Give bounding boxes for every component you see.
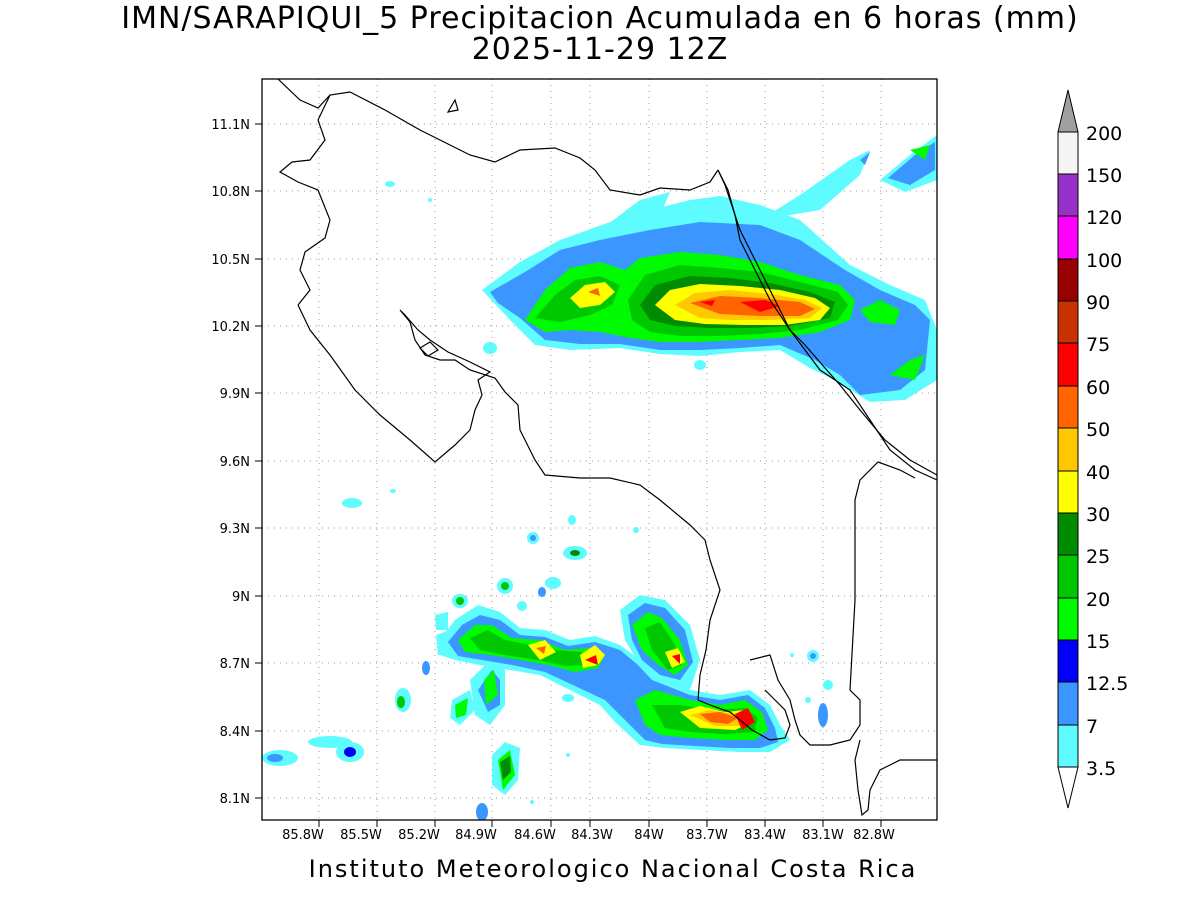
colorbar-label: 12.5: [1086, 673, 1128, 695]
lon-tick-label: 85.2W: [398, 828, 440, 843]
plot-frame: [261, 78, 938, 821]
colorbar-label: 50: [1086, 419, 1110, 441]
panama-border: [749, 461, 916, 746]
colorbar-label: 150: [1086, 165, 1122, 187]
footer-institution: Instituto Meteorologico Nacional Costa R…: [308, 855, 918, 883]
lat-tick-label: 10.8N: [211, 185, 250, 200]
panama-coast: [854, 739, 937, 817]
lat-tick-label: 9N: [232, 590, 250, 605]
lon-axis: 85.8W 85.5W 85.2W 84.9W 84.6W 84.3W 84W …: [282, 820, 895, 843]
lon-tick-label: 85.5W: [340, 828, 382, 843]
lat-tick-label: 9.3N: [220, 522, 250, 537]
colorbar-label: 200: [1086, 123, 1122, 145]
small-island: [446, 98, 459, 113]
lake-island: [419, 341, 439, 357]
colorbar-label: 7: [1086, 716, 1098, 738]
precip-south-band: [435, 595, 790, 795]
lat-tick-label: 9.9N: [220, 387, 250, 402]
lon-tick-label: 84.9W: [455, 828, 497, 843]
lon-tick-label: 84W: [634, 828, 664, 843]
lon-tick-label: 83.4W: [744, 828, 786, 843]
lat-tick-label: 10.5N: [211, 253, 250, 268]
colorbar-label: 15: [1086, 631, 1110, 653]
colorbar-labels: 200 150 120 100 90 75 60 50 40 30 25 20 …: [1086, 123, 1128, 780]
map-date: 2025-11-29 12Z: [471, 32, 729, 67]
osa-coast: [697, 689, 791, 741]
lon-tick-label: 82.8W: [853, 828, 895, 843]
coastlines: [277, 79, 937, 817]
lat-tick-label: 11.1N: [211, 118, 250, 133]
lat-tick-label: 9.6N: [220, 455, 250, 470]
colorbar-bottom-arrow: [1057, 766, 1079, 809]
nicaragua-coast-2: [278, 94, 331, 306]
colorbar-label: 40: [1086, 462, 1110, 484]
lon-tick-label: 83.7W: [686, 828, 728, 843]
lat-axis: 11.1N 10.8N 10.5N 10.2N 9.9N 9.6N 9.3N 9…: [211, 118, 262, 807]
lat-tick-label: 8.4N: [220, 725, 250, 740]
precipitation-fields: [262, 135, 937, 820]
colorbar-label: 120: [1086, 207, 1122, 229]
lat-tick-label: 8.1N: [220, 792, 250, 807]
precip-scattered-cells: [262, 181, 833, 820]
colorbar-label: 60: [1086, 377, 1110, 399]
map-title: IMN/SARAPIQUI_5 Precipitacion Acumulada …: [121, 1, 1079, 36]
lon-tick-label: 84.3W: [571, 828, 613, 843]
colorbar-label: 75: [1086, 334, 1110, 356]
colorbar-top-arrow: [1057, 89, 1079, 133]
colorbar-label: 20: [1086, 589, 1110, 611]
nicaragua-coast: [277, 79, 719, 196]
lon-tick-label: 85.8W: [282, 828, 324, 843]
lon-tick-label: 84.6W: [514, 828, 556, 843]
nicoya-coast: [297, 304, 721, 701]
colorbar: [1057, 89, 1079, 809]
lat-tick-label: 8.7N: [220, 657, 250, 672]
colorbar-label: 100: [1086, 250, 1122, 272]
lat-tick-label: 10.2N: [211, 320, 250, 335]
precip-north-band: [482, 135, 937, 402]
colorbar-label: 90: [1086, 292, 1110, 314]
lon-tick-label: 83.1W: [802, 828, 844, 843]
colorbar-label: 25: [1086, 546, 1110, 568]
colorbar-label: 30: [1086, 504, 1110, 526]
national-border: [717, 169, 937, 476]
colorbar-label: 3.5: [1086, 758, 1116, 780]
